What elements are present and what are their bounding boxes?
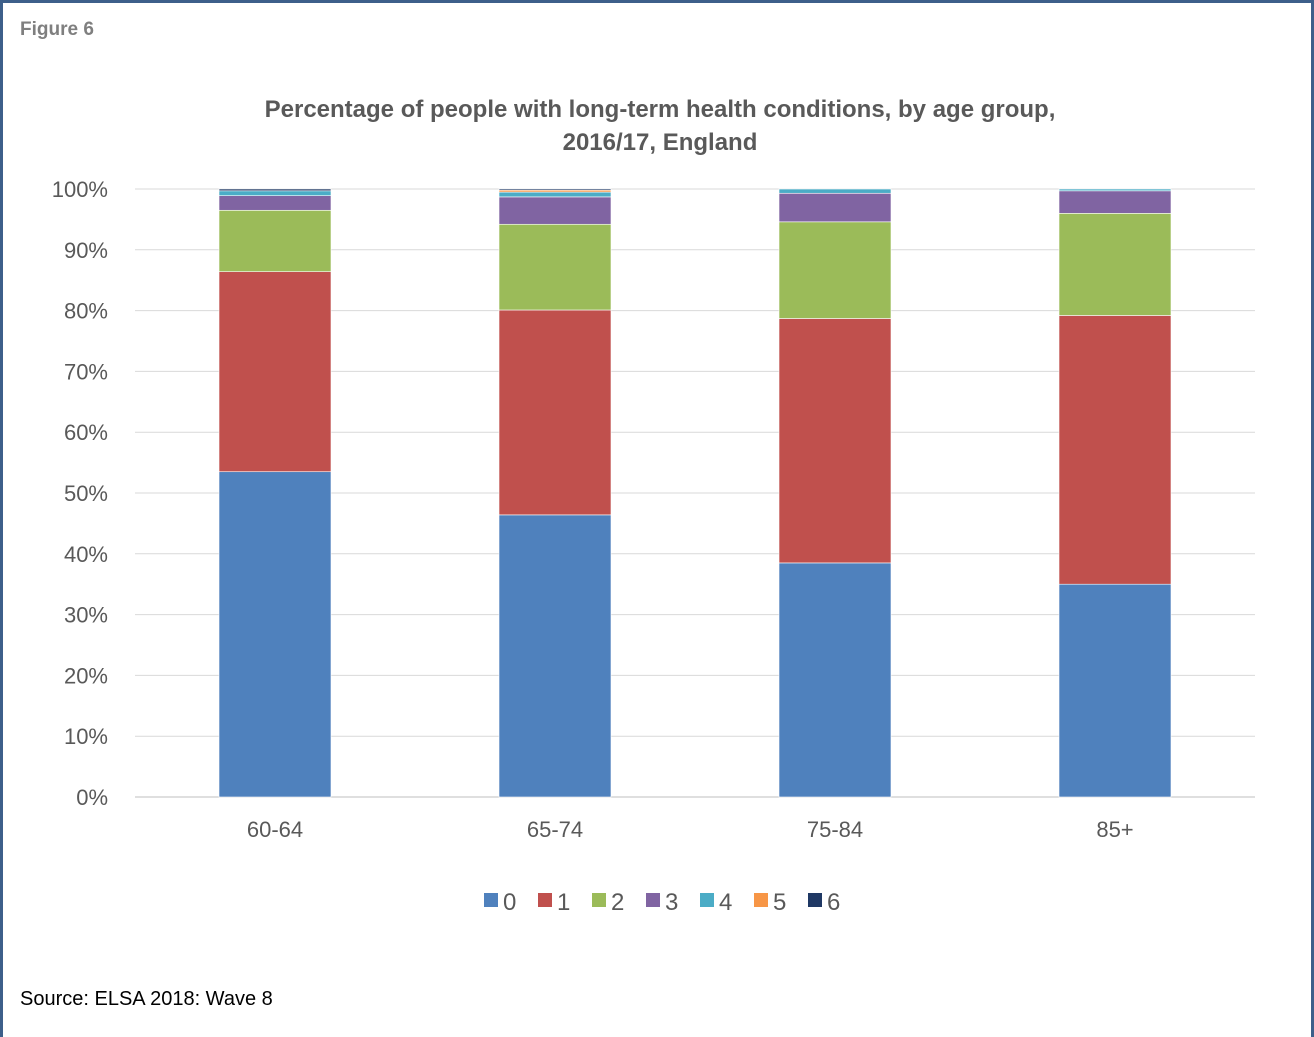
bar-segment-75-84-2 bbox=[778, 221, 892, 319]
y-tick-label: 90% bbox=[64, 238, 108, 263]
y-tick-label: 20% bbox=[64, 663, 108, 688]
bar-segment-85+-1 bbox=[1058, 315, 1172, 585]
legend-label-1: 1 bbox=[557, 889, 570, 916]
chart-title-line2: 2016/17, England bbox=[563, 129, 758, 156]
bar-segment-65-74-0 bbox=[498, 514, 612, 798]
legend: 0 1 2 3 4 5 6 bbox=[484, 889, 840, 916]
bar-segment-60-64-4 bbox=[218, 190, 332, 196]
bars bbox=[218, 188, 1172, 798]
y-tick-label: 10% bbox=[64, 724, 108, 749]
legend-label-0: 0 bbox=[503, 889, 516, 916]
legend-label-5: 5 bbox=[773, 889, 786, 916]
y-tick-label: 30% bbox=[64, 603, 108, 628]
x-tick-label: 65-74 bbox=[527, 817, 583, 842]
bar-segment-85+-3 bbox=[1058, 190, 1172, 214]
bar-segment-75-84-3 bbox=[778, 192, 892, 223]
y-tick-label: 80% bbox=[64, 299, 108, 324]
legend-swatch-5 bbox=[754, 893, 768, 907]
legend-swatch-0 bbox=[484, 893, 498, 907]
bar-segment-65-74-6 bbox=[498, 188, 612, 191]
chart-title-line1: Percentage of people with long-term heal… bbox=[265, 96, 1056, 123]
legend-label-3: 3 bbox=[665, 889, 678, 916]
bar-segment-75-84-1 bbox=[778, 318, 892, 564]
bar-segment-60-64-1 bbox=[218, 271, 332, 473]
bar-segment-60-64-3 bbox=[218, 195, 332, 211]
y-tick-label: 0% bbox=[76, 785, 108, 810]
y-tick-label: 40% bbox=[64, 542, 108, 567]
y-axis-ticks: 0% 10% 20% 30% 40% 50% 60% 70% 80% 90% 100% bbox=[52, 177, 108, 810]
legend-swatch-4 bbox=[700, 893, 714, 907]
legend-label-4: 4 bbox=[719, 889, 732, 916]
bar-segment-60-64-6 bbox=[218, 188, 332, 192]
bar-segment-65-74-1 bbox=[498, 309, 612, 516]
figure-label: Figure 6 bbox=[20, 19, 94, 40]
x-tick-label: 85+ bbox=[1096, 817, 1133, 842]
bar-segment-65-74-4 bbox=[498, 191, 612, 198]
y-tick-label: 60% bbox=[64, 420, 108, 445]
y-tick-label: 100% bbox=[52, 177, 108, 202]
legend-swatch-2 bbox=[592, 893, 606, 907]
bar-segment-85+-4 bbox=[1058, 188, 1172, 192]
x-axis-ticks: 60-64 65-74 75-84 85+ bbox=[247, 817, 1134, 842]
source-note: Source: ELSA 2018: Wave 8 bbox=[20, 988, 273, 1010]
bar-segment-65-74-3 bbox=[498, 196, 612, 225]
bar-segment-75-84-0 bbox=[778, 562, 892, 798]
bar-segment-65-74-2 bbox=[498, 223, 612, 311]
bar-segment-60-64-0 bbox=[218, 471, 332, 798]
y-tick-label: 70% bbox=[64, 359, 108, 384]
bar-segment-75-84-4 bbox=[778, 188, 892, 194]
legend-label-2: 2 bbox=[611, 889, 624, 916]
legend-swatch-1 bbox=[538, 893, 552, 907]
bar-segment-85+-2 bbox=[1058, 213, 1172, 316]
legend-label-6: 6 bbox=[827, 889, 840, 916]
bar-segment-85+-0 bbox=[1058, 583, 1172, 798]
bar-segment-60-64-2 bbox=[218, 209, 332, 272]
legend-swatch-6 bbox=[808, 893, 822, 907]
legend-swatch-3 bbox=[646, 893, 660, 907]
x-tick-label: 75-84 bbox=[807, 817, 863, 842]
x-tick-label: 60-64 bbox=[247, 817, 303, 842]
y-tick-label: 50% bbox=[64, 481, 108, 506]
